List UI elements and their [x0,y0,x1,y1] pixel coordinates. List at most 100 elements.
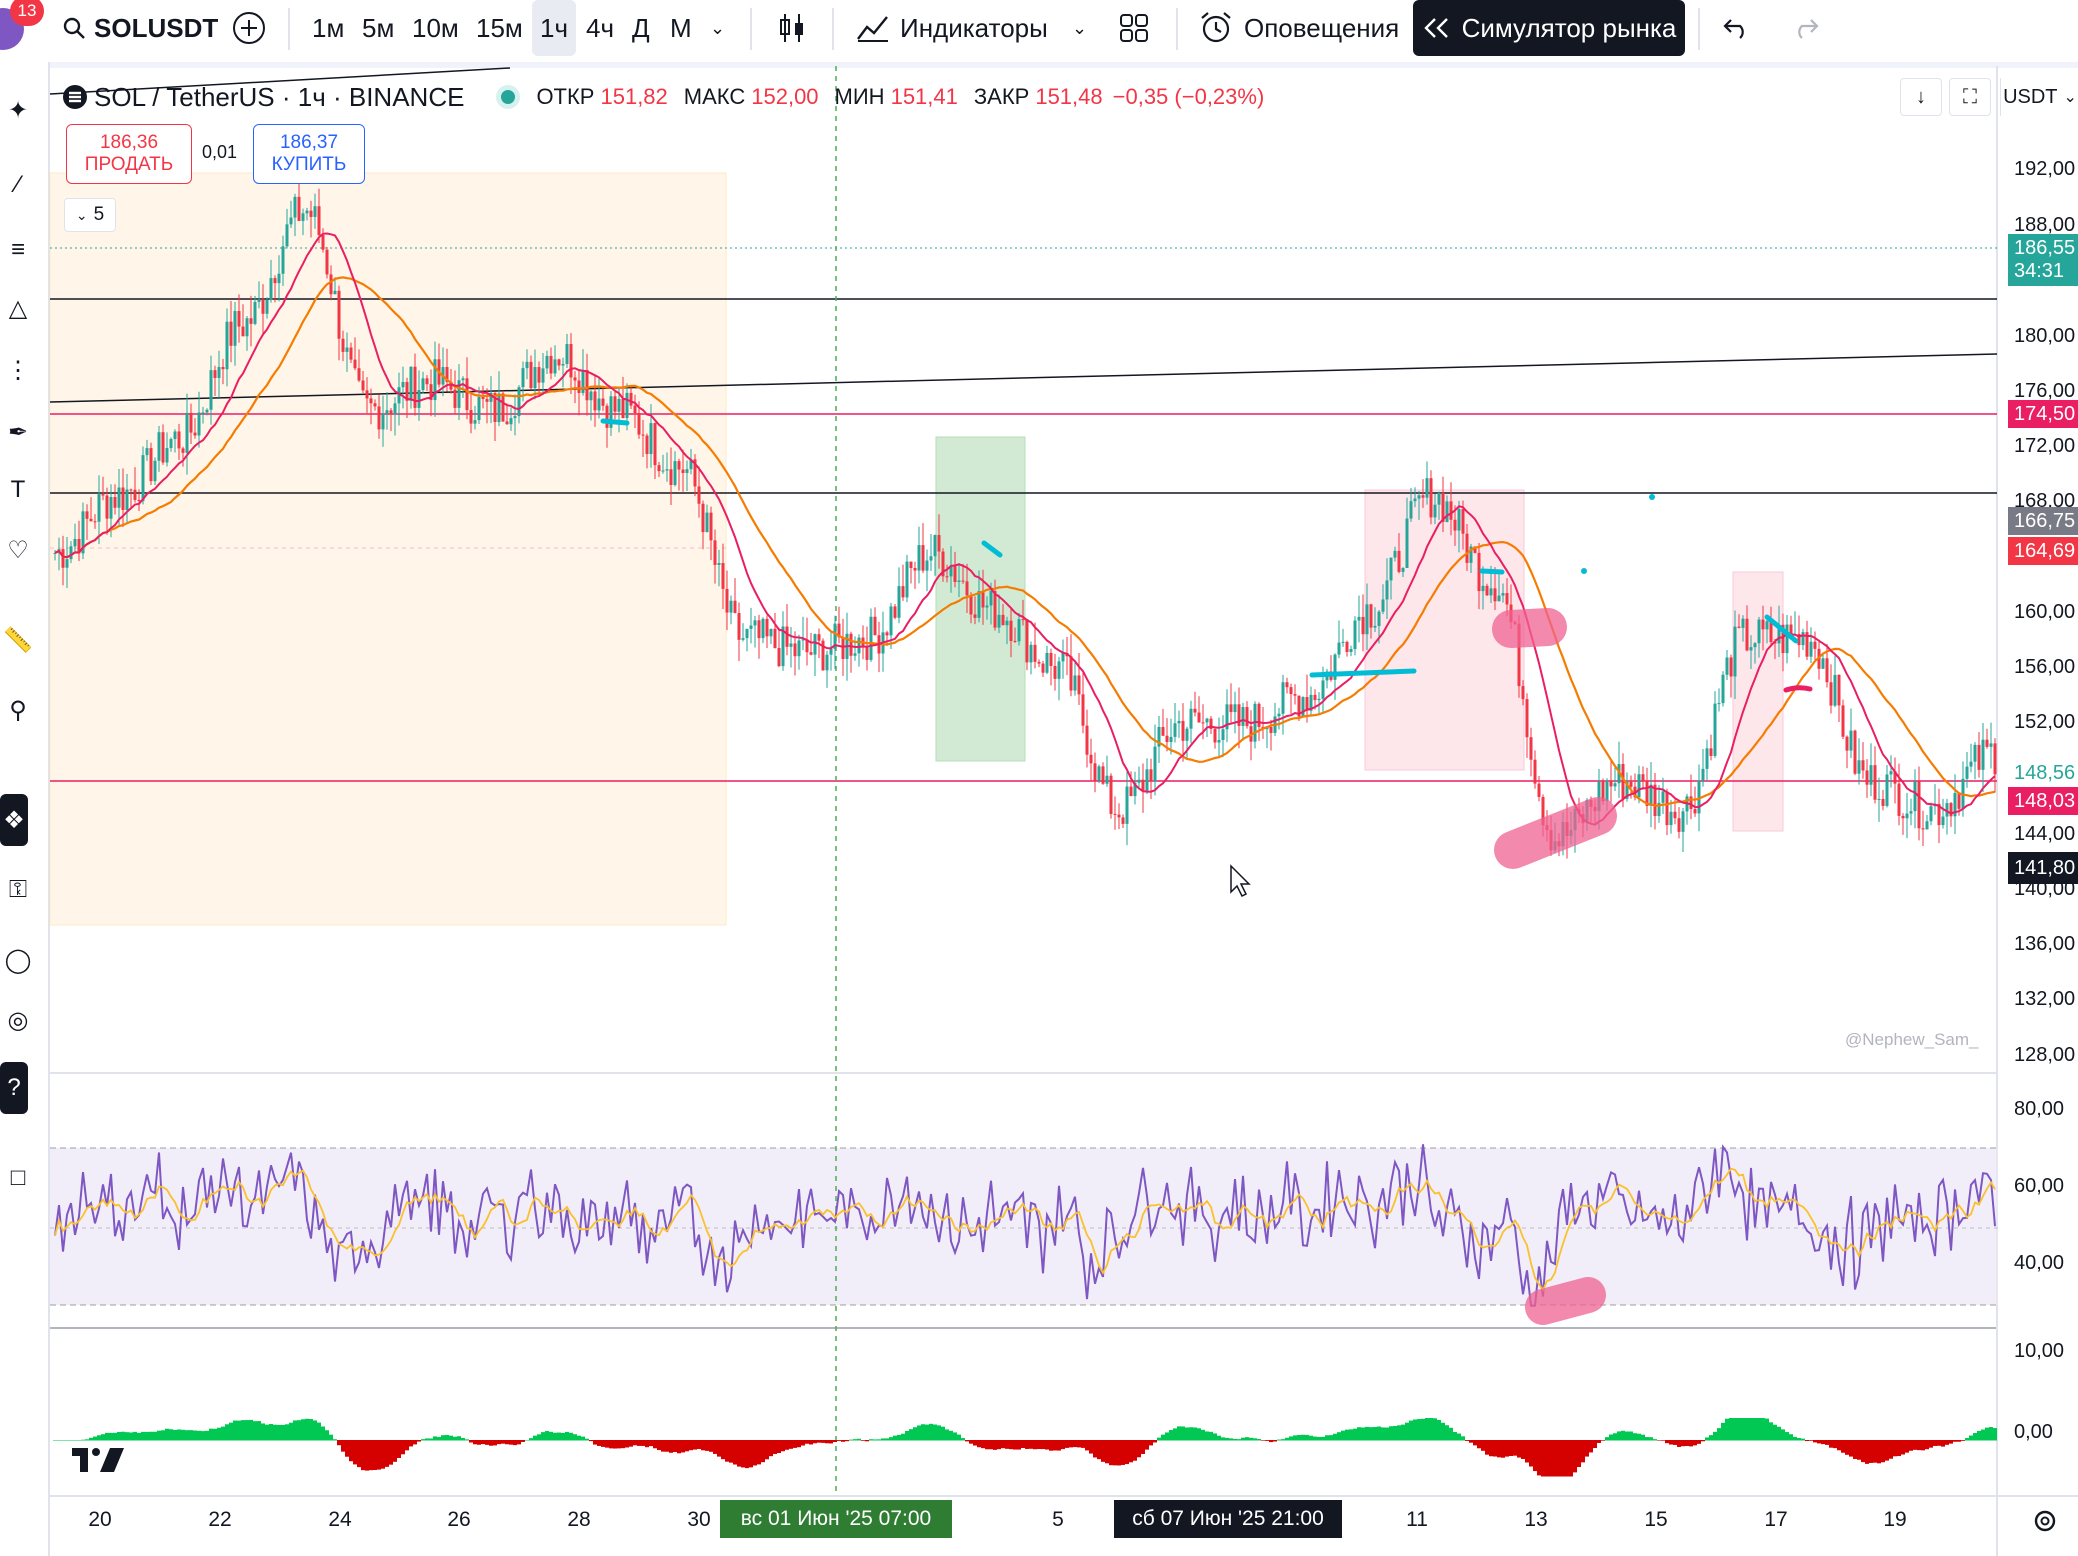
stay-in-drawing-icon[interactable]: ◯ [4,946,32,974]
indicators-count: 5 [93,204,105,225]
macd-histogram-bar [1533,1440,1537,1472]
candle-body [821,640,825,671]
macd-histogram-bar [1377,1426,1381,1441]
timeframe-day[interactable]: Д [632,12,650,43]
layouts-button[interactable] [1118,0,1150,56]
macd-histogram-bar [1729,1418,1733,1441]
redo-button[interactable] [1790,0,1820,56]
pattern-tool-icon[interactable]: △ [8,294,28,322]
macd-histogram-bar [1133,1440,1137,1461]
lock-drawings-icon[interactable]: ⚿ [8,876,28,903]
macd-histogram-bar [1833,1440,1837,1449]
timeframe-1h[interactable]: 1ч [532,0,577,56]
time-axis-label: 17 [1764,1508,1788,1531]
candle-body [1517,623,1521,687]
timeframe-10m[interactable]: 10м [412,12,459,43]
help-icon[interactable]: ? [0,1062,28,1114]
chart-legend[interactable]: SOL / TetherUS · 1ч · BINANCE ОТКР 151,82… [62,80,1264,114]
scroll-down-button[interactable]: ↓ [1900,78,1942,116]
candle-body [1637,774,1641,798]
macd-histogram-bar [1481,1440,1485,1451]
macd-histogram-bar [281,1424,285,1441]
trash-icon[interactable]: □ [10,1164,26,1191]
symbol-search-button[interactable]: SOLUSDT [62,0,218,56]
candle-body [1897,783,1901,816]
text-tool-icon[interactable]: T [10,476,26,503]
chart-settings-gear-icon [2034,1510,2056,1532]
hide-drawings-icon[interactable]: ◎ [7,1006,29,1034]
candle-body [893,606,897,618]
timeframe-1m[interactable]: 1м [312,12,345,43]
macd-histogram-bar [309,1419,313,1441]
forecast-tool-icon[interactable]: ⋮ [6,356,30,384]
macd-histogram-bar [665,1440,669,1452]
candle-body [1481,585,1485,592]
collapse-indicators-button[interactable]: ⌄ 5 [64,198,116,232]
timeframe-month[interactable]: М [670,12,692,43]
sell-price: 186,36 [99,132,159,153]
macd-histogram-bar [1041,1440,1045,1450]
candle-body [749,625,753,629]
buy-button[interactable]: 186,37 КУПИТЬ [253,124,365,184]
macd-histogram-bar [465,1439,469,1441]
candle-body [1093,763,1097,781]
fib-tool-icon[interactable]: ≡ [10,236,25,263]
fullscreen-button[interactable]: ⛶ [1949,78,1991,116]
timeframe-5m[interactable]: 5м [362,12,395,43]
macd-histogram-bar [473,1440,477,1445]
macd-histogram-bar [805,1440,809,1444]
candle-body [933,535,937,557]
zoom-tool-icon[interactable]: ⚲ [9,696,27,724]
macd-histogram-bar [885,1438,889,1441]
market-simulator-button[interactable]: Симулятор рынка [1413,0,1685,56]
price-tag: 148,56 [2008,759,2078,787]
macd-histogram-bar [241,1420,245,1441]
divider [288,8,290,50]
candle-body [1425,478,1429,498]
brush-tool-icon[interactable]: ✒ [7,418,29,446]
macd-histogram-bar [773,1440,777,1454]
macd-histogram-bar [333,1439,337,1441]
indicators-dropdown-chevron-icon[interactable]: ⌄ [1072,17,1088,38]
candle-body [233,310,237,346]
timeframe-dropdown-chevron-icon[interactable]: ⌄ [710,17,726,38]
magnet-tool-icon[interactable]: ❖ [0,794,28,846]
macd-histogram-bar [1181,1426,1185,1441]
candle-body [1089,754,1093,764]
candle-body [1973,744,1977,762]
macd-histogram-bar [1837,1440,1841,1451]
cursor-tool-icon[interactable]: ✦ [7,96,29,124]
candle-type-button[interactable] [776,0,808,56]
candle-body [557,359,561,366]
macd-histogram-bar [1497,1440,1501,1458]
ruler-tool-icon[interactable]: 📏 [3,626,33,654]
candle-body [89,518,93,522]
macd-histogram-bar [1225,1437,1229,1441]
macd-histogram-bar [1445,1425,1449,1441]
indicators-button[interactable]: Индикаторы [856,0,1048,56]
macd-histogram-bar [1381,1427,1385,1441]
macd-histogram-bar [1257,1438,1261,1441]
candle-body [689,459,693,470]
icons-tool-icon[interactable]: ♡ [7,536,29,564]
candle-body [509,418,513,425]
trend-line-tool-icon[interactable]: ∕ [15,171,20,198]
currency-selector[interactable]: USDT ⌄ [2000,78,2078,116]
candle-body [573,377,577,381]
sell-button[interactable]: 186,36 ПРОДАТЬ [66,124,192,184]
candle-body [117,487,121,508]
timeframe-15m[interactable]: 15м [476,12,523,43]
candle-body [613,396,617,412]
undo-button[interactable] [1722,0,1752,56]
candle-body [1501,593,1505,596]
macd-histogram-bar [585,1438,589,1441]
macd-histogram-bar [261,1423,265,1441]
macd-histogram-bar [1953,1440,1957,1442]
macd-histogram-bar [1189,1427,1193,1441]
candle-body [465,378,469,411]
candle-body [97,494,101,522]
alerts-button[interactable]: Оповещения [1198,0,1399,56]
timeframe-4h[interactable]: 4ч [586,12,615,43]
compare-symbol-button[interactable] [232,0,266,56]
